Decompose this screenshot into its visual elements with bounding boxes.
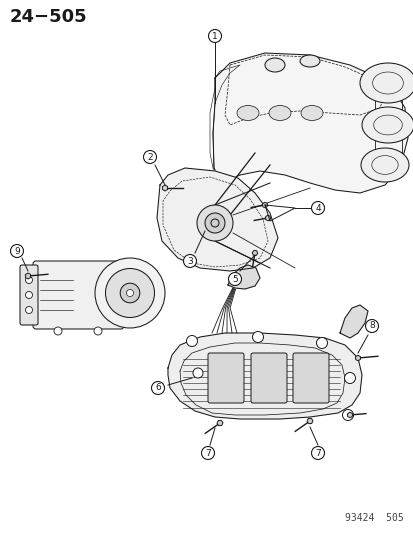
- Circle shape: [208, 29, 221, 43]
- Circle shape: [26, 292, 33, 298]
- Circle shape: [197, 205, 233, 241]
- Circle shape: [26, 306, 33, 313]
- Text: 8: 8: [368, 321, 374, 330]
- Circle shape: [311, 447, 324, 459]
- FancyBboxPatch shape: [292, 353, 328, 403]
- Polygon shape: [157, 168, 277, 271]
- Circle shape: [228, 272, 241, 286]
- Circle shape: [95, 258, 165, 328]
- Circle shape: [365, 319, 377, 333]
- Ellipse shape: [264, 58, 284, 72]
- Text: 3: 3: [187, 256, 192, 265]
- Text: 6: 6: [155, 384, 161, 392]
- Ellipse shape: [300, 106, 322, 120]
- Polygon shape: [216, 421, 223, 426]
- Text: 24−505: 24−505: [10, 8, 88, 26]
- Text: 5: 5: [232, 274, 237, 284]
- Circle shape: [151, 382, 164, 394]
- Circle shape: [94, 327, 102, 335]
- Circle shape: [252, 332, 263, 343]
- Ellipse shape: [359, 63, 413, 103]
- Ellipse shape: [268, 106, 290, 120]
- Polygon shape: [228, 265, 259, 289]
- Polygon shape: [162, 185, 167, 191]
- Circle shape: [10, 245, 24, 257]
- Circle shape: [316, 337, 327, 349]
- Polygon shape: [306, 418, 312, 424]
- Polygon shape: [355, 355, 360, 361]
- Circle shape: [186, 335, 197, 346]
- Circle shape: [204, 213, 224, 233]
- Text: 7: 7: [314, 448, 320, 457]
- Text: 7: 7: [204, 448, 210, 457]
- Polygon shape: [25, 273, 31, 279]
- Text: 9: 9: [14, 246, 20, 255]
- Ellipse shape: [299, 55, 319, 67]
- Circle shape: [54, 327, 62, 335]
- Text: 2: 2: [147, 152, 152, 161]
- Circle shape: [126, 289, 133, 296]
- Circle shape: [344, 373, 355, 384]
- FancyBboxPatch shape: [33, 261, 124, 329]
- Text: 4: 4: [314, 204, 320, 213]
- Polygon shape: [168, 333, 361, 419]
- Polygon shape: [212, 53, 407, 193]
- Circle shape: [183, 254, 196, 268]
- Polygon shape: [265, 215, 270, 221]
- Circle shape: [311, 201, 324, 214]
- Circle shape: [192, 368, 202, 378]
- Ellipse shape: [361, 107, 413, 143]
- Circle shape: [143, 150, 156, 164]
- Ellipse shape: [236, 106, 259, 120]
- Text: 1: 1: [211, 31, 217, 41]
- Ellipse shape: [360, 148, 408, 182]
- Polygon shape: [339, 305, 367, 338]
- Polygon shape: [262, 202, 267, 208]
- Polygon shape: [252, 251, 257, 256]
- Circle shape: [120, 283, 140, 303]
- FancyBboxPatch shape: [20, 265, 38, 325]
- Text: 93424  505: 93424 505: [344, 513, 403, 523]
- Circle shape: [201, 447, 214, 459]
- FancyBboxPatch shape: [250, 353, 286, 403]
- Polygon shape: [347, 412, 352, 418]
- Circle shape: [105, 269, 154, 318]
- Circle shape: [342, 409, 353, 421]
- FancyBboxPatch shape: [207, 353, 243, 403]
- Circle shape: [26, 277, 33, 284]
